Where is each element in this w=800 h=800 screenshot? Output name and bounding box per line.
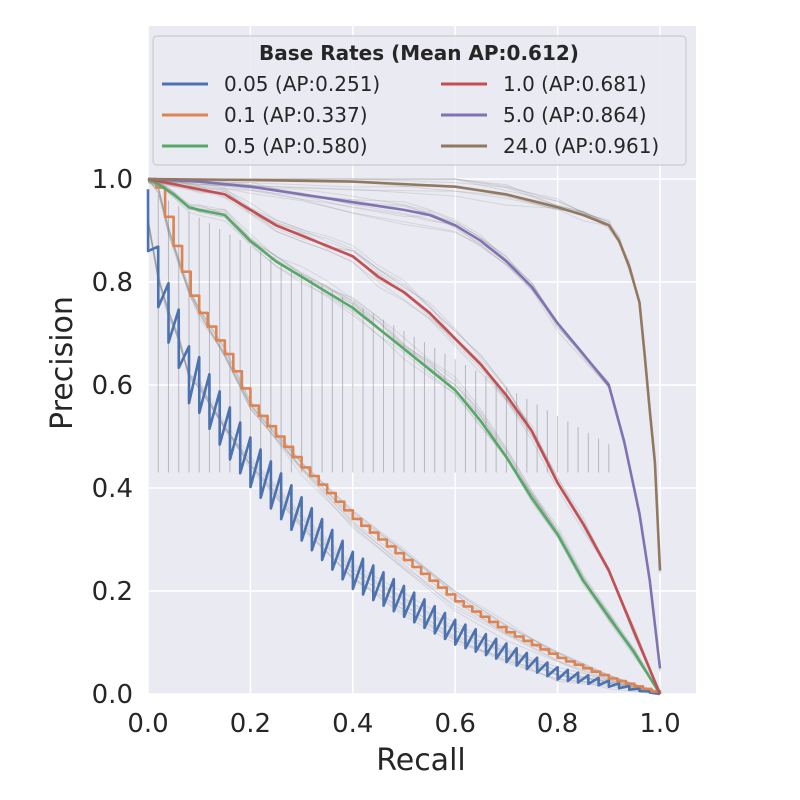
- bootstrap-curve: [147, 178, 661, 695]
- x-tick-label: 0.8: [537, 709, 578, 739]
- legend-title: Base Rates (Mean AP:0.612): [259, 41, 579, 65]
- series-line-0-05: [146, 189, 661, 696]
- legend-label: 0.05 (AP:0.251): [224, 72, 380, 96]
- y-tick-label: 0.6: [92, 371, 133, 401]
- legend-label: 5.0 (AP:0.864): [503, 103, 647, 127]
- legend-label: 0.1 (AP:0.337): [224, 103, 368, 127]
- y-tick-label: 0.0: [92, 680, 133, 710]
- x-tick-label: 1.0: [639, 709, 680, 739]
- legend: Base Rates (Mean AP:0.612) 0.05 (AP:0.25…: [152, 35, 687, 166]
- series-line-1-0: [147, 177, 662, 695]
- bootstrap-curve: [147, 178, 661, 693]
- series-lines: [146, 177, 662, 696]
- legend-label: 24.0 (AP:0.961): [503, 134, 659, 158]
- x-axis-label: Recall: [376, 743, 466, 778]
- series-line-0-1: [148, 177, 662, 694]
- tick-labels: 0.0 0.2 0.4 0.6 0.8 1.0 0.0 0.2 0.4 0.6 0.8 1.0: [92, 165, 681, 739]
- legend-label: 1.0 (AP:0.681): [503, 72, 647, 96]
- y-tick-label: 0.2: [92, 577, 133, 607]
- series-line-0-5: [147, 177, 662, 695]
- bootstrap-curve: [147, 178, 661, 694]
- x-tick-label: 0.0: [127, 709, 168, 739]
- y-tick-label: 0.4: [92, 474, 133, 504]
- y-tick-label: 1.0: [92, 165, 133, 195]
- legend-entries: 0.05 (AP:0.251) 0.1 (AP:0.337) 0.5 (AP:0.5…: [162, 72, 659, 158]
- y-tick-label: 0.8: [92, 268, 133, 298]
- series-line-24-0: [147, 177, 662, 571]
- bootstrap-curve: [147, 178, 661, 695]
- legend-label: 0.5 (AP:0.580): [224, 134, 368, 158]
- series-line-5-0: [147, 177, 662, 669]
- x-tick-label: 0.6: [435, 709, 476, 739]
- x-tick-label: 0.2: [230, 709, 271, 739]
- legend-box: [152, 35, 687, 166]
- bootstrap-curve: [147, 178, 661, 693]
- bootstrap-curve: [147, 179, 661, 695]
- y-axis-label: Precision: [45, 296, 80, 430]
- bootstrap-curve: [147, 178, 661, 695]
- x-tick-label: 0.4: [332, 709, 373, 739]
